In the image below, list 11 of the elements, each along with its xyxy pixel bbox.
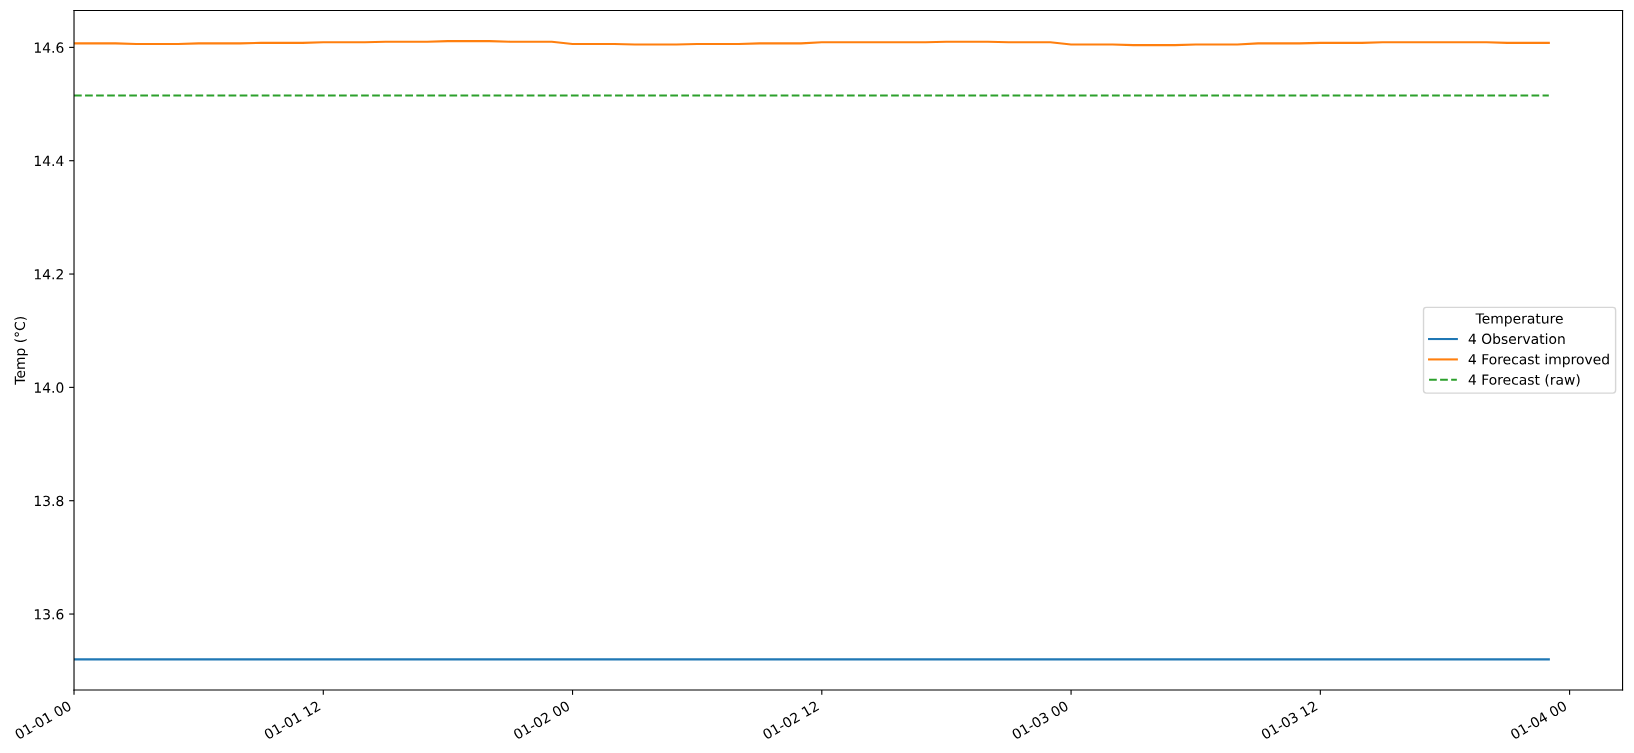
y-axis-title: Temp (°C) (14, 317, 28, 385)
y-tick-label: 14.0 (34, 382, 64, 393)
legend-label: 4 Observation (1468, 333, 1565, 345)
legend-label: 4 Forecast (raw) (1468, 374, 1580, 387)
legend-title: Temperature (1475, 313, 1563, 327)
y-tick-label: 14.6 (34, 42, 64, 53)
legend-label: 4 Forecast improved (1468, 353, 1609, 368)
y-tick-label: 13.6 (34, 609, 64, 620)
y-tick-label: 14.4 (34, 155, 64, 166)
y-tick-label: 13.8 (34, 495, 64, 507)
y-tick-label: 14.2 (34, 269, 63, 280)
